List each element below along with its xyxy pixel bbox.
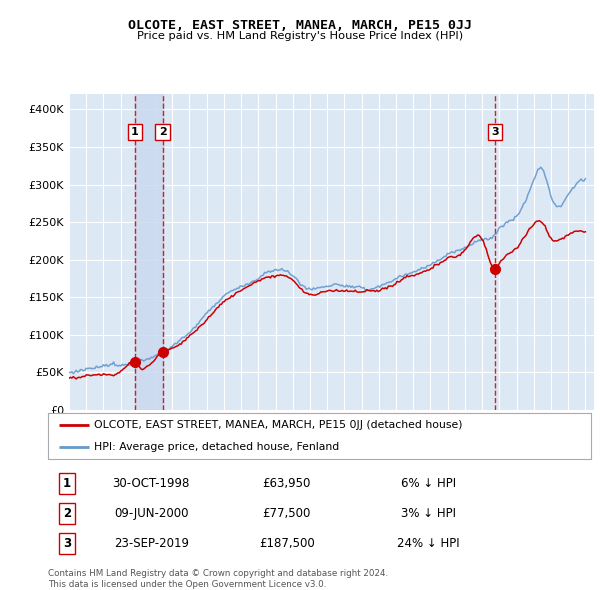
Text: 1: 1 xyxy=(131,127,139,137)
Text: Price paid vs. HM Land Registry's House Price Index (HPI): Price paid vs. HM Land Registry's House … xyxy=(137,31,463,41)
Bar xyxy=(135,94,163,410)
Text: OLCOTE, EAST STREET, MANEA, MARCH, PE15 0JJ: OLCOTE, EAST STREET, MANEA, MARCH, PE15 … xyxy=(128,19,472,32)
Text: 30-OCT-1998: 30-OCT-1998 xyxy=(112,477,190,490)
Text: 6% ↓ HPI: 6% ↓ HPI xyxy=(401,477,455,490)
Text: 09-JUN-2000: 09-JUN-2000 xyxy=(114,507,188,520)
Text: 3: 3 xyxy=(491,127,499,137)
Text: Contains HM Land Registry data © Crown copyright and database right 2024.
This d: Contains HM Land Registry data © Crown c… xyxy=(48,569,388,589)
Text: 24% ↓ HPI: 24% ↓ HPI xyxy=(397,537,460,550)
Text: HPI: Average price, detached house, Fenland: HPI: Average price, detached house, Fenl… xyxy=(94,441,340,451)
Text: 3: 3 xyxy=(63,537,71,550)
Text: 23-SEP-2019: 23-SEP-2019 xyxy=(113,537,188,550)
Text: 2: 2 xyxy=(159,127,167,137)
Text: £63,950: £63,950 xyxy=(263,477,311,490)
Text: 3% ↓ HPI: 3% ↓ HPI xyxy=(401,507,455,520)
Text: 2: 2 xyxy=(63,507,71,520)
Text: £187,500: £187,500 xyxy=(259,537,315,550)
Text: £77,500: £77,500 xyxy=(263,507,311,520)
Text: OLCOTE, EAST STREET, MANEA, MARCH, PE15 0JJ (detached house): OLCOTE, EAST STREET, MANEA, MARCH, PE15 … xyxy=(94,421,463,431)
Text: 1: 1 xyxy=(63,477,71,490)
